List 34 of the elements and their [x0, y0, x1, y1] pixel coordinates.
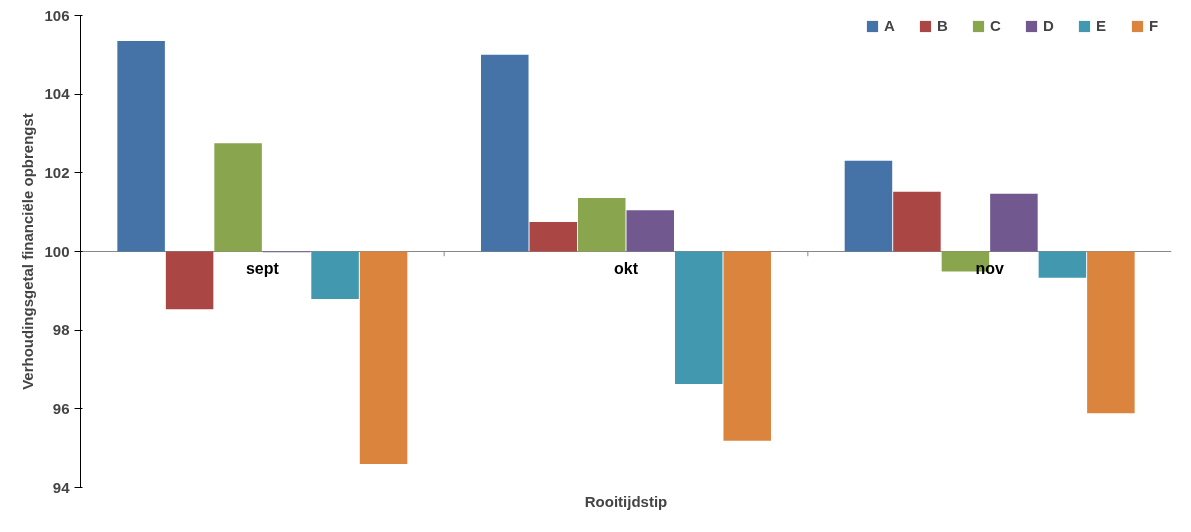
bar: [844, 160, 893, 252]
bar: [359, 251, 408, 464]
bar: [165, 251, 214, 310]
x-tick-label: okt: [614, 259, 639, 277]
y-tick-label: 98: [52, 321, 70, 339]
legend-label: B: [937, 17, 949, 34]
bar: [214, 143, 262, 252]
bar: [117, 41, 165, 252]
x-axis-title: Rooitijdstip: [584, 492, 668, 510]
bar: [1038, 251, 1087, 278]
y-tick-label: 102: [44, 163, 70, 181]
legend-label: C: [990, 17, 1002, 34]
y-tick-label: 100: [44, 242, 70, 260]
bar: [311, 251, 359, 300]
legend-label: D: [1043, 17, 1055, 34]
bar: [723, 251, 771, 441]
y-tick-label: 104: [44, 85, 71, 103]
y-tick-label: 94: [52, 478, 71, 496]
x-tick-label: nov: [975, 259, 1004, 277]
bar: [626, 210, 674, 252]
legend-label: E: [1096, 17, 1107, 34]
bar: [481, 54, 529, 252]
bar: [529, 222, 578, 252]
x-tick-label: sept: [245, 259, 280, 277]
bar: [990, 193, 1038, 252]
y-tick-label: 106: [44, 6, 70, 24]
bar: [1087, 251, 1135, 414]
bar: [893, 191, 941, 252]
legend-label: A: [884, 17, 896, 34]
bar: [578, 198, 626, 252]
legend-label: F: [1149, 17, 1160, 34]
y-tick-label: 96: [52, 399, 70, 417]
y-axis-title: Verhoudingsgetal financiële opbrengst: [19, 113, 37, 390]
bar: [674, 251, 723, 385]
